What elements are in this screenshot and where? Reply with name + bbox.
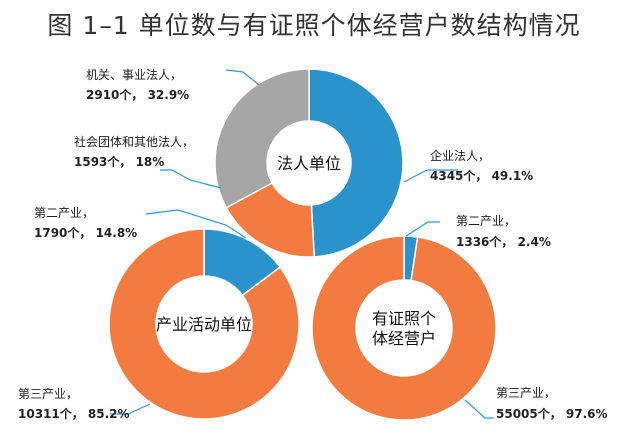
individual-business-center-label: 体经营户 [372,329,436,348]
legal-entity-slice-value-1: 1593个， 18% [74,154,164,169]
activity-unit-slice-value-1: 10311个， 85.2% [18,406,130,421]
legal-entity-leader-0 [403,169,458,183]
leader-lines [110,69,494,419]
legal-entity-center-label: 法人单位 [277,154,341,173]
individual-business-slice-name-0: 第二产业， [456,214,516,228]
individual-business-leader-0 [405,221,440,237]
individual-business-slice-1 [311,235,497,421]
individual-business-leader-1 [464,399,494,419]
legal-entity-slice-value-0: 4345个， 49.1% [430,168,533,183]
chart-title: 图 1–1 单位数与有证照个体经营户数结构情况 [47,11,581,40]
legal-entity-slice-name-1: 社会团体和其他法人， [74,134,194,149]
legal-entity-slice-0 [308,68,404,258]
legal-entity-slice-value-2: 2910个， 32.9% [86,87,189,102]
slice-labels: 企业法人， 4345个， 49.1% 社会团体和其他法人， 1593个， 18% 机关、… [18,68,608,421]
individual-business-center-label: 有证照个 [372,309,436,328]
legal-entity-slice-name-0: 企业法人， [430,148,490,163]
individual-business-slice-value-0: 1336个， 2.4% [456,234,551,249]
legal-entity-slice-name-2: 机关、事业法人， [86,68,182,82]
donut-rings [108,68,497,421]
activity-unit-leader-0 [145,209,247,239]
legal-entity-leader-1 [160,169,222,189]
activity-unit-slice-value-0: 1790个， 14.8% [34,225,137,240]
activity-unit-center-label: 产业活动单位 [156,315,252,334]
legal-entity-leader-2 [225,69,260,86]
legal-entity-slice-2 [214,68,310,209]
individual-business-slice-value-1: 55005个， 97.6% [496,406,608,421]
activity-unit-slice-name-1: 第三产业， [18,387,78,401]
activity-unit-leader-1 [110,403,151,415]
individual-business-slice-name-1: 第三产业， [496,386,556,400]
activity-unit-slice-name-0: 第二产业， [34,206,94,220]
legal-entity-slice-1 [225,181,316,258]
activity-unit-slice-1 [108,228,300,420]
